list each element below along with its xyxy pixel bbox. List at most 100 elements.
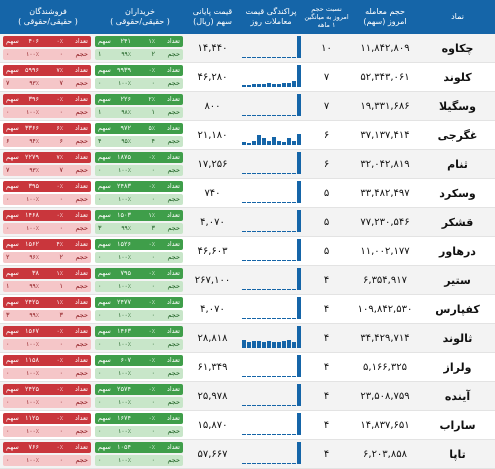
percent-value: ۰٪: [56, 96, 63, 103]
table-row[interactable]: کلوند ۵۲,۳۴۳,۰۶۱ ۷ ۴۶,۲۸۰ تعداد ۰٪ ۹۹۳۹ سهم حجم ۰…: [0, 63, 495, 92]
table-row[interactable]: وسگیلا ۱۹,۳۳۱,۶۸۶ ۷ ۸۰۰ تعداد ۲٪ ۲۲۶ سهم حجم ۱ ۹۸٪…: [0, 92, 495, 121]
volume-label: حجم: [167, 108, 180, 116]
table-row[interactable]: کفپارس ۱۰۹,۸۴۲,۵۳۰ ۴ ۴,۰۷۰ تعداد ۰٪ ۲۴۷۷ سهم حجم…: [0, 295, 495, 324]
spread-bar: [267, 260, 271, 261]
header-sellers[interactable]: فروشندگان ( حقیقی/حقوقی ): [18, 7, 78, 26]
legal-count-value: ۱: [151, 108, 156, 116]
table-row[interactable]: آینده ۲۳,۵۰۸,۷۵۹ ۴ ۲۵,۹۷۸ تعداد ۰٪ ۲۵۷۴ سهم حجم ۰…: [0, 382, 495, 411]
spread-bar: [267, 341, 271, 348]
table-row[interactable]: ساراب ۱۴,۸۳۷,۶۵۱ ۴ ۱۵,۸۷۰ تعداد ۰٪ ۱۶۷۴ سهم حجم ۰…: [0, 411, 495, 440]
header-close-price[interactable]: قیمت پایانی سهم (ریال): [192, 7, 233, 26]
table-row[interactable]: ولراز ۵,۱۶۶,۳۲۵ ۴ ۶۱,۳۴۹ تعداد ۰٪ ۶۰۷ سهم حجم ۰ ۱۰…: [0, 353, 495, 382]
spread-bar: [292, 141, 296, 145]
sellers-bar-1: تعداد ۰٪ ۱۱۲۵ سهم: [3, 413, 91, 424]
percent-value: ۹۹٪: [29, 283, 39, 290]
symbol-name[interactable]: ثالوند: [442, 332, 473, 345]
sellers-bar-2: حجم ۰ ۱۰۰٪ ۰: [3, 223, 91, 234]
buyers-bar-2: حجم ۰ ۱۰۰٪ ۰: [95, 194, 183, 205]
sellers-bar-2: حجم ۰ ۱۰۰٪ ۰: [3, 397, 91, 408]
buyers-cell: تعداد ۰٪ ۹۹۳۹ سهم حجم ۰ ۱۰۰٪ ۰: [95, 65, 183, 90]
symbol-name[interactable]: غگرجی: [437, 129, 478, 142]
share-label: سهم: [6, 240, 19, 248]
symbol-name[interactable]: ستیر: [444, 274, 471, 287]
percent-value: ۰٪: [148, 154, 155, 161]
table-row[interactable]: ثنام ۳۲,۰۴۲,۸۱۹ ۶ ۱۷,۲۵۶ تعداد ۰٪ ۱۸۷۵ سهم حجم ۰ ۱…: [0, 150, 495, 179]
percent-value: ۲٪: [148, 96, 155, 103]
count-label: تعداد: [166, 298, 180, 306]
spread-bar: [297, 268, 301, 290]
symbol-name[interactable]: آینده: [444, 390, 471, 403]
table-row[interactable]: ستیر ۶,۳۵۴,۹۱۷ ۴ ۲۶۷,۱۰۰ تعداد ۰٪ ۷۹۵ سهم حجم ۰ ۱۰…: [0, 266, 495, 295]
spread-bar: [247, 434, 251, 435]
count-value: ۲۴۱: [120, 37, 131, 45]
spread-bar: [262, 231, 266, 232]
percent-value: ۰٪: [56, 183, 63, 190]
table-row[interactable]: وسکرد ۳۳,۴۸۲,۴۹۷ ۵ ۷۴۰ تعداد ۰٪ ۲۴۸۳ سهم حجم ۰ ۱۰۰…: [0, 179, 495, 208]
symbol-name[interactable]: تاپا: [449, 448, 466, 461]
spread-bar: [272, 137, 276, 145]
volume-label: حجم: [167, 166, 180, 174]
percent-value: ۱۰۰٪: [118, 312, 131, 319]
spread-bar: [252, 202, 256, 203]
spread-bar: [272, 376, 276, 377]
table-row[interactable]: درهاور ۱۱,۰۰۲,۱۷۷ ۵ ۴۶,۶۰۳ تعداد ۰٪ ۱۵۲۶ سهم حجم…: [0, 237, 495, 266]
buyers-bar-1: تعداد ۱٪ ۱۵۰۳ سهم: [95, 210, 183, 221]
sellers-cell: تعداد ۰٪ ۳۹۵ سهم حجم ۰ ۱۰۰٪ ۰: [3, 181, 91, 206]
legal-volume-value: ۰: [98, 79, 102, 87]
legal-volume-value: ۳: [98, 224, 102, 232]
count-value: ۱۸۷۵: [117, 153, 131, 161]
symbol-name[interactable]: ثنام: [447, 158, 468, 171]
legal-count-value: ۳: [151, 224, 156, 232]
percent-value: ۱۰۰٪: [118, 370, 131, 377]
symbol-name[interactable]: ولراز: [443, 361, 472, 374]
header-avg-ratio[interactable]: نسبت حجم امروز به میانگین ۱ ماهه: [304, 5, 349, 29]
header-buyers[interactable]: خریداران ( حقیقی/حقوقی ): [110, 7, 170, 26]
header-volume[interactable]: حجم معامله امروز (سهم): [363, 7, 407, 26]
table-row[interactable]: قشکر ۷۷,۲۳۰,۵۴۶ ۵ ۴,۰۷۰ تعداد ۱٪ ۱۵۰۳ سهم حجم ۳ ۹۹…: [0, 208, 495, 237]
symbol-name[interactable]: وسکرد: [439, 187, 476, 200]
header-symbol[interactable]: نماد: [451, 12, 464, 21]
share-label: سهم: [6, 298, 19, 306]
spread-bar: [247, 376, 251, 377]
sellers-cell: تعداد ۰٪ ۳۹۶ سهم حجم ۰ ۱۰۰٪ ۰: [3, 94, 91, 119]
table-row[interactable]: ثالوند ۳۴,۴۲۹,۷۱۴ ۴ ۲۸,۸۱۸ تعداد ۰٪ ۱۴۶۳ سهم حجم…: [0, 324, 495, 353]
legal-count-value: ۰: [151, 369, 156, 377]
count-value: ۱۴۶۳: [117, 327, 131, 335]
volume-ratio: ۴: [323, 391, 330, 402]
table-row[interactable]: غگرجی ۳۷,۱۳۷,۴۱۴ ۶ ۲۱,۱۸۰ تعداد ۵٪ ۹۷۲ سهم حجم ۴ ۹…: [0, 121, 495, 150]
table-row[interactable]: چکاوه ۱۱,۸۴۲,۸۰۹ ۱۰ ۱۴,۴۴۰ تعداد ۱٪ ۲۴۱ سهم حجم ۲…: [0, 34, 495, 63]
spread-bar: [242, 289, 246, 290]
volume-label: حجم: [75, 398, 88, 406]
percent-value: ۱۰۰٪: [26, 196, 39, 203]
symbol-name[interactable]: کفپارس: [435, 303, 480, 316]
spread-bar: [297, 297, 301, 319]
symbol-name[interactable]: کلوند: [443, 71, 472, 84]
sellers-bar-1: تعداد ۰٪ ۳۹۶ سهم: [3, 94, 91, 105]
table-row[interactable]: تاپا ۶,۲۰۳,۸۵۸ ۴ ۵۷,۶۶۷ تعداد ۰٪ ۱۰۵۴ سهم حجم ۰ ۱۰…: [0, 440, 495, 469]
spread-bar: [257, 135, 261, 145]
symbol-name[interactable]: چکاوه: [441, 42, 474, 55]
spread-bar: [277, 463, 281, 464]
spread-bar: [287, 434, 291, 435]
symbol-name[interactable]: درهاور: [439, 245, 476, 258]
spread-bar: [257, 84, 261, 87]
volume-ratio: ۴: [323, 304, 330, 315]
share-label: سهم: [6, 211, 19, 219]
price-spread-chart: [240, 121, 302, 150]
symbol-name[interactable]: قشکر: [441, 216, 474, 229]
percent-value: ۰٪: [56, 415, 63, 422]
symbol-name[interactable]: ساراب: [439, 419, 476, 432]
legal-volume-value: ۰: [98, 166, 102, 174]
symbol-name[interactable]: وسگیلا: [439, 100, 476, 113]
buyers-bar-1: تعداد ۰٪ ۲۴۸۳ سهم: [95, 181, 183, 192]
header-price-spread[interactable]: پراکندگی قیمت معاملات روز: [245, 7, 297, 26]
count-label: تعداد: [74, 414, 88, 422]
legal-count-value: ۰: [151, 456, 156, 464]
spread-bar: [297, 36, 301, 58]
spread-bar: [252, 84, 256, 87]
count-label: تعداد: [74, 182, 88, 190]
legal-count-value: ۱: [59, 282, 64, 290]
legal-volume-value: ۰: [6, 108, 10, 116]
count-label: تعداد: [74, 327, 88, 335]
percent-value: ۷٪: [56, 67, 63, 74]
